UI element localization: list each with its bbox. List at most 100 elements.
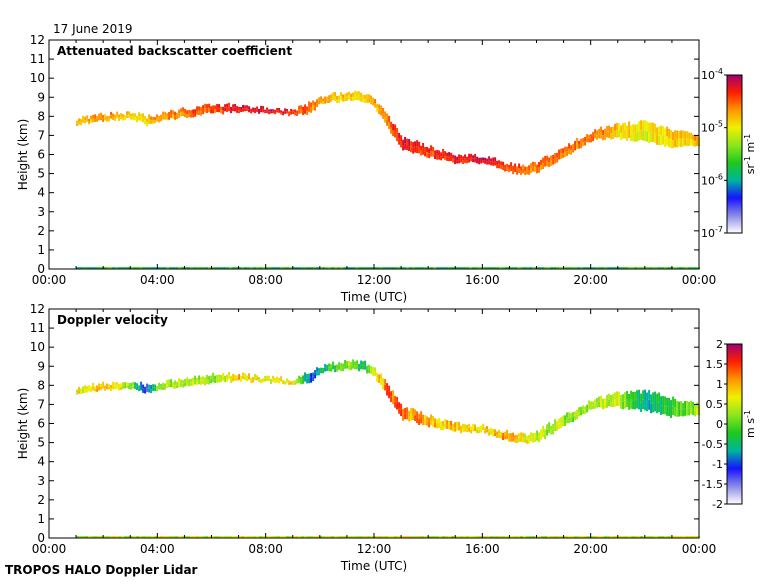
cloud-cell	[448, 152, 451, 157]
cloud-cell	[218, 108, 221, 113]
near-surface-cell	[184, 536, 188, 539]
near-surface-cell	[307, 536, 311, 539]
cloud-cell	[590, 401, 593, 406]
near-surface-cell	[343, 267, 347, 270]
cloud-cell	[184, 113, 187, 118]
y-tick-label: 10	[30, 71, 45, 85]
cloud-cell	[92, 118, 95, 123]
cloud-cell	[430, 414, 433, 420]
near-surface-cell	[298, 536, 302, 539]
near-surface-cell	[106, 536, 110, 539]
cloud-cell	[438, 150, 441, 155]
near-surface-cell	[400, 267, 404, 270]
cloud-cell	[338, 366, 341, 370]
near-surface-cell	[676, 267, 680, 270]
near-surface-cell	[604, 267, 608, 270]
cloud-cell	[118, 117, 121, 121]
cloud-cell	[446, 420, 449, 425]
cloud-cell	[238, 110, 241, 114]
near-surface-cell	[133, 536, 137, 539]
cloud-cell	[366, 98, 369, 103]
near-surface-cell	[682, 267, 686, 270]
near-surface-cell	[97, 267, 101, 270]
cloud-cell	[602, 129, 605, 136]
cloud-cell	[624, 122, 627, 131]
cloud-cell	[560, 153, 563, 159]
cloud-cell	[216, 375, 219, 379]
cloud-cell	[302, 110, 305, 115]
cloud-cell	[644, 389, 647, 400]
cloud-cell	[76, 120, 79, 124]
cloud-cell	[444, 423, 447, 429]
cloud-cell	[346, 96, 349, 101]
cloud-cell	[418, 141, 421, 148]
near-surface-cell	[394, 536, 398, 539]
cloud-cell	[548, 422, 551, 428]
cloud-cell	[610, 133, 613, 140]
cloud-cell	[346, 361, 349, 365]
near-surface-cell	[556, 536, 560, 539]
cloud-cell	[202, 376, 205, 381]
cloud-cell	[500, 435, 503, 439]
cloud-cell	[224, 375, 227, 379]
cloud-cell	[256, 375, 259, 378]
cloud-cell	[226, 374, 229, 379]
cloud-cell	[696, 408, 699, 415]
cloud-cell	[280, 376, 283, 379]
cloud-cell	[356, 360, 359, 365]
cloud-cell	[572, 412, 575, 418]
near-surface-cell	[658, 536, 662, 539]
cloud-cell	[380, 373, 383, 380]
cloud-cell	[426, 416, 429, 422]
cloud-cell	[594, 133, 597, 139]
near-surface-cell	[154, 267, 158, 270]
cloud-cell	[136, 119, 139, 123]
cloud-cell	[494, 157, 497, 162]
cloud-cell	[324, 100, 327, 104]
near-surface-cell	[340, 536, 344, 539]
cloud-cell	[320, 96, 323, 100]
y-tick-label: 8	[37, 109, 45, 123]
cloud-cell	[540, 159, 543, 165]
cloud-cell	[352, 359, 355, 364]
cloud-cell	[126, 382, 129, 386]
cloud-cell	[368, 364, 371, 369]
cloud-cell	[412, 414, 415, 420]
cloud-cell	[320, 370, 323, 374]
near-surface-cell	[361, 267, 365, 270]
cloud-cell	[290, 381, 293, 383]
cloud-cell	[302, 106, 305, 111]
near-surface-cell	[322, 536, 326, 539]
near-surface-cell	[574, 267, 578, 270]
near-surface-cell	[241, 536, 245, 539]
near-surface-cell	[433, 267, 437, 270]
near-surface-cell	[352, 536, 356, 539]
cloud-cell	[262, 109, 265, 113]
cloud-cell	[414, 147, 417, 153]
near-surface-cell	[124, 536, 128, 539]
cloud-cell	[180, 383, 183, 387]
cloud-cell	[626, 125, 629, 134]
near-surface-cell	[514, 536, 518, 539]
x-tick-label: 00:00	[682, 273, 717, 287]
cloud-cell	[566, 417, 569, 424]
x-tick-label: 16:00	[465, 273, 500, 287]
cloud-cell	[276, 379, 279, 383]
cloud-cell	[322, 370, 325, 374]
near-surface-cell	[379, 536, 383, 539]
near-surface-cell	[136, 267, 140, 270]
cloud-cell	[626, 133, 629, 141]
cloud-cell	[674, 398, 677, 408]
near-surface-cell	[316, 267, 320, 270]
cloud-cell	[140, 113, 143, 118]
cloud-cell	[416, 140, 419, 147]
near-surface-cell	[238, 267, 242, 270]
cloud-cell	[126, 114, 129, 119]
near-surface-cell	[571, 536, 575, 539]
cloud-cell	[696, 135, 699, 141]
cloud-cell	[332, 365, 335, 370]
near-surface-cell	[232, 267, 236, 270]
near-surface-cell	[667, 536, 671, 539]
near-surface-cell	[79, 267, 83, 270]
near-surface-cell	[688, 267, 692, 270]
